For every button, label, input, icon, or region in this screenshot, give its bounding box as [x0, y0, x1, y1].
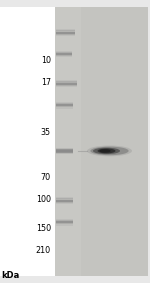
- FancyBboxPatch shape: [56, 102, 74, 104]
- FancyBboxPatch shape: [56, 52, 72, 54]
- Text: 100: 100: [36, 195, 51, 204]
- FancyBboxPatch shape: [56, 221, 74, 223]
- FancyBboxPatch shape: [56, 83, 76, 85]
- FancyBboxPatch shape: [56, 51, 72, 53]
- FancyBboxPatch shape: [56, 84, 76, 86]
- FancyBboxPatch shape: [56, 55, 72, 57]
- FancyBboxPatch shape: [56, 219, 74, 221]
- FancyBboxPatch shape: [56, 54, 72, 56]
- FancyBboxPatch shape: [56, 149, 74, 151]
- FancyBboxPatch shape: [56, 33, 75, 35]
- Ellipse shape: [93, 148, 120, 154]
- FancyBboxPatch shape: [56, 202, 74, 204]
- FancyBboxPatch shape: [56, 147, 74, 151]
- FancyBboxPatch shape: [56, 29, 75, 31]
- FancyBboxPatch shape: [56, 53, 72, 55]
- FancyBboxPatch shape: [56, 200, 74, 202]
- Ellipse shape: [98, 149, 116, 153]
- FancyBboxPatch shape: [56, 34, 75, 36]
- FancyBboxPatch shape: [56, 201, 74, 203]
- FancyBboxPatch shape: [56, 198, 74, 201]
- FancyBboxPatch shape: [56, 150, 74, 152]
- FancyBboxPatch shape: [56, 151, 74, 154]
- FancyBboxPatch shape: [56, 103, 74, 105]
- Text: 10: 10: [41, 56, 51, 65]
- FancyBboxPatch shape: [56, 222, 74, 224]
- FancyBboxPatch shape: [56, 30, 75, 33]
- FancyBboxPatch shape: [56, 147, 74, 150]
- Text: 210: 210: [36, 246, 51, 255]
- Text: kDa: kDa: [2, 271, 20, 280]
- FancyBboxPatch shape: [56, 106, 74, 109]
- FancyBboxPatch shape: [56, 105, 74, 108]
- FancyBboxPatch shape: [56, 31, 75, 34]
- FancyBboxPatch shape: [81, 7, 148, 276]
- FancyBboxPatch shape: [56, 85, 76, 87]
- FancyBboxPatch shape: [56, 220, 74, 222]
- FancyBboxPatch shape: [56, 104, 74, 106]
- Text: 35: 35: [41, 128, 51, 137]
- Text: 70: 70: [41, 173, 51, 182]
- Ellipse shape: [99, 149, 111, 153]
- FancyBboxPatch shape: [55, 7, 148, 276]
- Ellipse shape: [90, 147, 129, 155]
- FancyBboxPatch shape: [56, 151, 74, 153]
- FancyBboxPatch shape: [56, 152, 74, 154]
- FancyBboxPatch shape: [56, 223, 74, 226]
- FancyBboxPatch shape: [56, 149, 74, 153]
- FancyBboxPatch shape: [0, 7, 55, 276]
- Ellipse shape: [87, 145, 132, 156]
- FancyBboxPatch shape: [56, 82, 76, 84]
- FancyBboxPatch shape: [56, 80, 76, 83]
- FancyBboxPatch shape: [56, 197, 74, 200]
- Text: 17: 17: [41, 78, 51, 87]
- Text: 150: 150: [36, 224, 51, 233]
